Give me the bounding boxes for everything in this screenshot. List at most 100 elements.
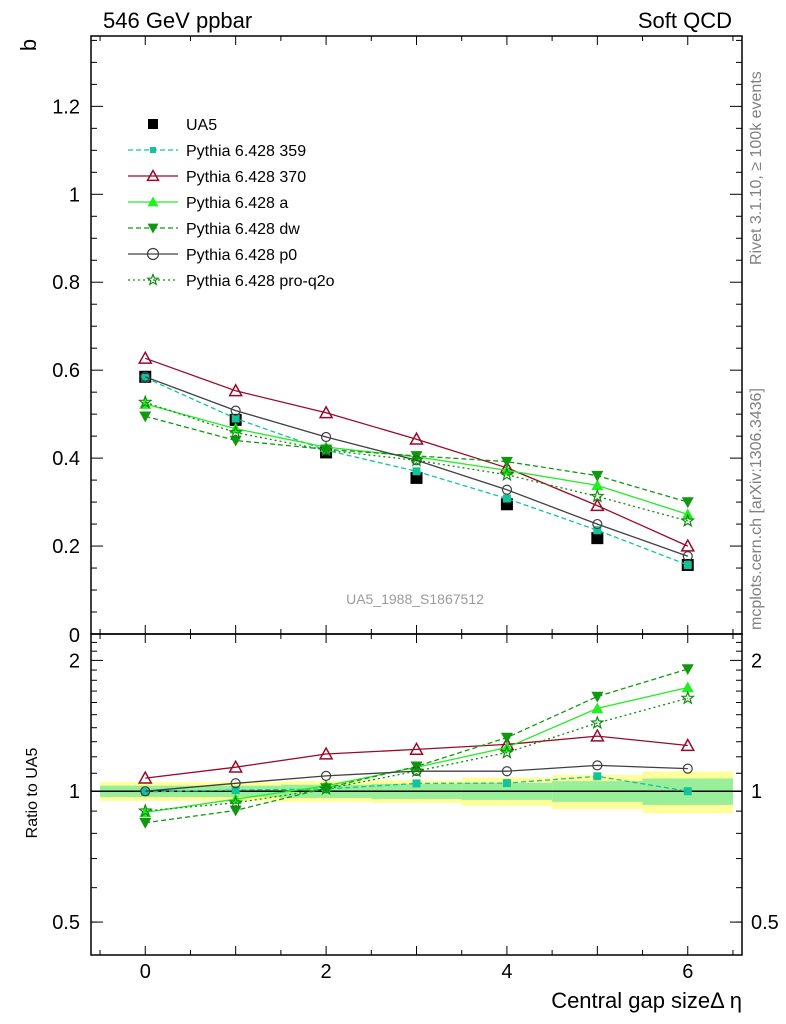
- series-point-pythia-6-428-370-2-shape: [318, 405, 334, 419]
- ua5-point-5-shape: [591, 532, 604, 545]
- y-tick-label-0.4: 0.4: [52, 448, 80, 470]
- legend-marker-pythia-6-428-dw: [147, 223, 159, 234]
- series-point-pythia-6-428-dw-5: [591, 470, 604, 482]
- series-point-pythia-6-428-370-3: [409, 431, 424, 445]
- ratio-line-pythia-6-428-370: [145, 735, 688, 779]
- ratio-point-pythia-6-428-370-1: [228, 759, 243, 773]
- series-point-pythia-6-428-pro-q2o-5: [590, 488, 605, 503]
- series-point-pythia-6-428-359-5: [593, 526, 602, 535]
- ratio-point-pythia-6-428-pro-q2o-6: [680, 690, 696, 705]
- ratio-point-pythia-6-428-p0-2: [320, 770, 332, 781]
- ratio-point-pythia-6-428-pro-q2o-4-shape: [499, 744, 515, 759]
- series-point-pythia-6-428-dw-3-shape: [410, 451, 423, 462]
- series-point-pythia-6-428-359-5-shape: [593, 526, 602, 535]
- legend-label-ua5: UA5: [186, 117, 217, 134]
- ratio-point-pythia-6-428-pro-q2o-1-shape: [228, 795, 244, 810]
- series-point-pythia-6-428-359-6-shape: [683, 560, 692, 569]
- ratio-point-pythia-6-428-pro-q2o-5: [589, 715, 605, 730]
- ratio-point-pythia-6-428-pro-q2o-3-shape: [409, 763, 424, 778]
- legend-marker-pythia-6-428-370: [146, 168, 160, 182]
- series-point-pythia-6-428-pro-q2o-1: [228, 424, 244, 439]
- ratio-point-pythia-6-428-dw-2-shape: [320, 783, 333, 795]
- legend-marker-ua5-shape: [148, 119, 158, 129]
- legend-marker-pythia-6-428-359: [150, 147, 156, 153]
- series-point-pythia-6-428-pro-q2o-0: [137, 394, 153, 409]
- ratio-point-pythia-6-428-p0-4-shape: [501, 766, 513, 777]
- series-point-pythia-6-428-pro-q2o-4-shape: [499, 467, 515, 482]
- ratio-point-pythia-6-428-p0-5-shape: [592, 760, 603, 771]
- series-point-pythia-6-428-p0-5-shape: [592, 518, 603, 530]
- legend-marker-pythia-6-428-pro-q2o: [146, 272, 160, 286]
- ratio-point-pythia-6-428-359-0: [141, 787, 150, 796]
- ratio-point-pythia-6-428-pro-q2o-1: [228, 795, 244, 810]
- ratio-point-pythia-6-428-359-3-shape: [412, 779, 421, 788]
- header-right-title: Soft QCD: [638, 8, 732, 33]
- ratio-point-pythia-6-428-p0-1: [230, 778, 241, 789]
- ratio-point-pythia-6-428-p0-2-shape: [320, 770, 332, 781]
- ratio-point-pythia-6-428-359-0-shape: [141, 787, 150, 796]
- ratio-point-pythia-6-428-370-1-shape: [228, 759, 243, 773]
- ratio-tick-label-left-2: 2: [69, 650, 80, 672]
- ratio-point-pythia-6-428-p0-1-shape: [230, 778, 241, 789]
- series-point-pythia-6-428-p0-2-shape: [320, 431, 332, 443]
- ratio-point-pythia-6-428-pro-q2o-2: [318, 781, 334, 796]
- legend-marker-pythia-6-428-a-shape: [147, 196, 159, 207]
- mcplots-label: mcplots.cern.ch [arXiv:1306.3436]: [748, 388, 765, 630]
- ratio-tick-label-right-2: 2: [751, 650, 762, 672]
- ratio-point-pythia-6-428-359-5: [593, 772, 602, 781]
- x-tick-label-0: 0: [140, 961, 151, 983]
- legend-marker-pythia-6-428-370-shape: [146, 168, 160, 182]
- series-group: [137, 350, 696, 829]
- series-point-pythia-6-428-p0-4: [501, 484, 513, 495]
- series-point-pythia-6-428-pro-q2o-5-shape: [590, 488, 605, 503]
- ratio-point-pythia-6-428-p0-6-shape: [682, 763, 693, 774]
- series-point-pythia-6-428-370-5: [590, 498, 605, 512]
- series-line-pythia-6-428-370: [145, 357, 689, 547]
- ratio-point-pythia-6-428-359-5-shape: [593, 772, 602, 781]
- ratio-point-pythia-6-428-pro-q2o-3: [409, 763, 424, 778]
- series-point-pythia-6-428-pro-q2o-0-shape: [137, 394, 153, 409]
- legend-label-pythia-6-428-p0: Pythia 6.428 p0: [186, 247, 297, 264]
- y-tick-label-0.8: 0.8: [52, 272, 80, 294]
- ratio-point-pythia-6-428-pro-q2o-2-shape: [318, 781, 334, 796]
- ratio-point-pythia-6-428-359-3: [412, 779, 421, 788]
- series-point-pythia-6-428-dw-0-shape: [139, 411, 152, 423]
- ratio-point-pythia-6-428-370-5-shape: [590, 728, 605, 742]
- series-point-pythia-6-428-dw-2: [320, 444, 333, 456]
- y-tick-label-1: 1: [69, 184, 80, 206]
- ratio-point-pythia-6-428-370-5: [590, 728, 605, 742]
- legend: UA5 Pythia 6.428 359 Pythia 6.428 370 Pythi…: [128, 117, 335, 290]
- legend-marker-pythia-6-428-359-shape: [150, 147, 156, 153]
- series-point-pythia-6-428-pro-q2o-2-shape: [318, 442, 334, 457]
- ratio-point-pythia-6-428-pro-q2o-0-shape: [137, 803, 153, 818]
- ua5-point-5: [591, 532, 604, 545]
- ratio-point-pythia-6-428-dw-6: [681, 664, 694, 675]
- series-point-pythia-6-428-pro-q2o-2: [318, 442, 334, 457]
- series-point-pythia-6-428-dw-5-shape: [591, 470, 604, 482]
- ratio-point-pythia-6-428-dw-0-shape: [139, 817, 152, 829]
- series-point-pythia-6-428-dw-6-shape: [681, 497, 694, 509]
- y-tick-label-0.6: 0.6: [52, 360, 80, 382]
- series-point-pythia-6-428-359-0: [141, 373, 150, 382]
- series-line-pythia-6-428-pro-q2o: [145, 401, 688, 522]
- series-point-pythia-6-428-dw-1: [229, 435, 242, 447]
- series-point-pythia-6-428-p0-0: [140, 371, 151, 382]
- x-axis-label: Central gap sizeΔ η: [551, 988, 742, 1013]
- series-point-pythia-6-428-dw-0: [139, 411, 152, 423]
- ratio-tick-label-right-0.5: 0.5: [751, 912, 779, 934]
- ratio-point-pythia-6-428-370-2-shape: [318, 746, 334, 760]
- series-point-pythia-6-428-dw-4-shape: [500, 456, 513, 468]
- series-point-pythia-6-428-p0-4-shape: [501, 484, 513, 495]
- ratio-point-pythia-6-428-pro-q2o-0: [137, 803, 153, 818]
- ratio-point-pythia-6-428-dw-0: [139, 817, 152, 829]
- ratio-point-pythia-6-428-a-5-shape: [591, 702, 604, 714]
- y-tick-label-1.2: 1.2: [52, 96, 80, 118]
- ratio-point-pythia-6-428-a-6-shape: [681, 681, 694, 693]
- ratio-point-pythia-6-428-370-0: [137, 770, 153, 784]
- y-tick-label-zero: 0: [69, 625, 80, 647]
- series-point-pythia-6-428-pro-q2o-3-shape: [409, 452, 424, 467]
- series-point-pythia-6-428-p0-1: [230, 405, 241, 416]
- legend-label-pythia-6-428-359: Pythia 6.428 359: [186, 143, 306, 160]
- series-point-pythia-6-428-359-1: [231, 414, 240, 423]
- legend-marker-pythia-6-428-a: [147, 196, 159, 207]
